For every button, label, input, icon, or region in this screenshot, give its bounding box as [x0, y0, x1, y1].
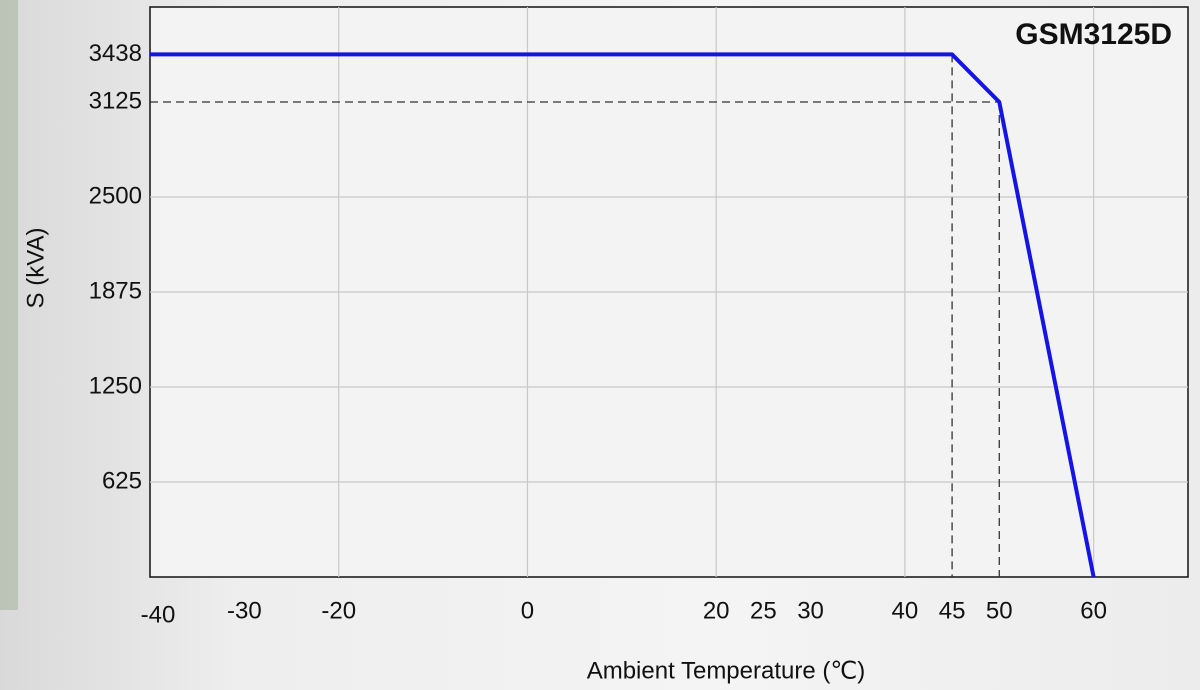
y-tick-label: 3438	[89, 40, 142, 67]
x-tick-label: -30	[227, 597, 262, 624]
x-tick-label: -20	[321, 597, 356, 624]
y-tick-label: 1875	[89, 277, 142, 304]
x-tick-label: 30	[797, 597, 824, 624]
x-tick-label: 50	[986, 597, 1013, 624]
y-tick-label: 2500	[89, 182, 142, 209]
y-tick-label: 625	[102, 467, 142, 494]
chart-title: GSM3125D	[1015, 18, 1172, 51]
x-tick-label: 0	[521, 597, 534, 624]
y-tick-label: 1250	[89, 372, 142, 399]
x-tick-label: 25	[750, 597, 777, 624]
x-tick-label: 45	[939, 597, 966, 624]
background-photo	[0, 0, 18, 610]
x-tick-label: -40	[141, 601, 176, 628]
y-axis-label: S (kVA)	[22, 228, 49, 309]
x-axis-label: Ambient Temperature (℃)	[587, 657, 866, 684]
x-tick-label: 40	[892, 597, 919, 624]
x-tick-label: 60	[1080, 597, 1107, 624]
data-line	[150, 52, 1096, 578]
y-tick-label: 3125	[89, 87, 142, 114]
x-tick-label: 20	[703, 597, 730, 624]
